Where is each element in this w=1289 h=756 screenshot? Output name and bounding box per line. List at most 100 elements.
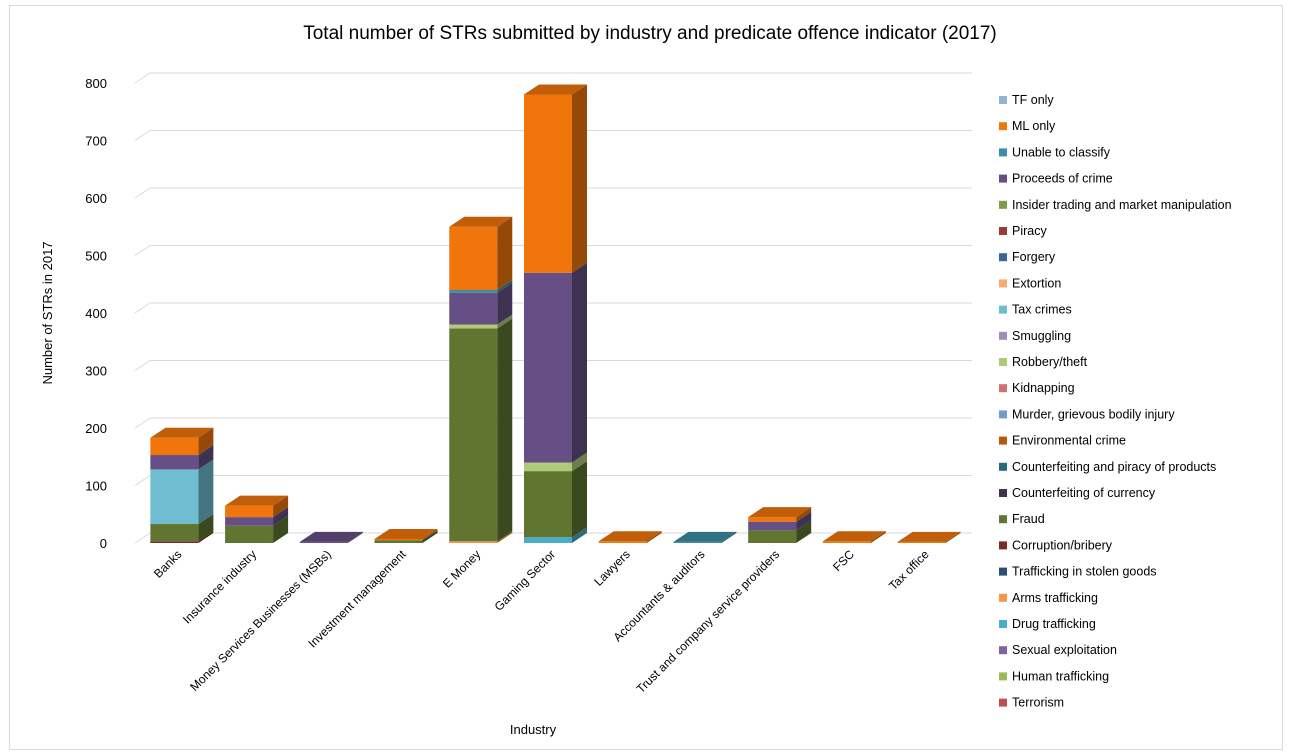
bar-segment-side bbox=[497, 314, 513, 329]
bar-segment bbox=[150, 437, 199, 456]
bar-stack bbox=[524, 84, 587, 543]
y-tick-label: 300 bbox=[85, 364, 107, 379]
gridline-depth bbox=[134, 475, 151, 486]
legend-item: Unable to classify bbox=[999, 145, 1111, 159]
gridline-depth bbox=[134, 130, 151, 141]
legend-label: Counterfeiting of currency bbox=[1012, 486, 1156, 500]
legend-label: Sexual exploitation bbox=[1012, 643, 1117, 657]
y-tick-label: 800 bbox=[85, 76, 107, 91]
bar-segment-side bbox=[273, 507, 289, 526]
x-category-label: Tax office bbox=[886, 547, 932, 593]
x-category-label: Insurance industry bbox=[180, 547, 259, 626]
x-category-label: Gaming Sector bbox=[492, 547, 559, 614]
legend-item: Kidnapping bbox=[999, 381, 1075, 395]
bar-segment bbox=[524, 462, 572, 472]
bar-segment-side bbox=[572, 527, 587, 543]
bar-segment-side bbox=[870, 531, 886, 543]
bar-segment bbox=[748, 521, 797, 531]
legend-label: Environmental crime bbox=[1012, 434, 1126, 448]
gridline-depth bbox=[134, 360, 151, 371]
legend-item: Robbery/theft bbox=[999, 355, 1088, 369]
bar-top bbox=[897, 531, 961, 542]
legend-swatch bbox=[999, 567, 1007, 576]
legend-item: Murder, grievous bodily injury bbox=[999, 407, 1175, 421]
bar-segment-side bbox=[572, 452, 587, 472]
legend-item: Counterfeiting and piracy of products bbox=[999, 460, 1216, 474]
bar-segment-side bbox=[273, 495, 289, 518]
bar-segment-side bbox=[422, 528, 438, 541]
bar-top bbox=[374, 528, 438, 539]
bar-stack bbox=[225, 495, 289, 543]
legend-label: Human trafficking bbox=[1012, 669, 1109, 683]
bar-stack bbox=[150, 427, 214, 543]
bar-segment-side bbox=[796, 520, 812, 543]
bar-segment bbox=[897, 541, 946, 543]
bar-segment-side bbox=[198, 531, 214, 543]
bar-segment-side bbox=[945, 531, 961, 543]
legend-item: ML only bbox=[999, 119, 1056, 133]
chart-svg: Total number of STRs submitted by indust… bbox=[40, 23, 1232, 737]
legend-item: Corruption/bribery bbox=[999, 538, 1113, 552]
bar-segment-side bbox=[198, 459, 214, 525]
legend-swatch bbox=[999, 227, 1007, 235]
bar-stack bbox=[822, 531, 886, 543]
bar-segment bbox=[449, 290, 498, 293]
bar-stack bbox=[374, 528, 438, 543]
legend-item: Environmental crime bbox=[999, 434, 1126, 448]
y-axis-title: Number of STRs in 2017 bbox=[40, 241, 55, 384]
legend-label: Proceeds of crime bbox=[1012, 172, 1113, 186]
bar-segment-side bbox=[572, 262, 587, 463]
legend-label: Arms trafficking bbox=[1012, 591, 1098, 605]
y-tick-label: 0 bbox=[100, 536, 107, 551]
gridline-depth bbox=[134, 72, 151, 84]
bar-top bbox=[598, 531, 662, 542]
legend-label: Forgery bbox=[1012, 250, 1056, 264]
legend-label: Tax crimes bbox=[1012, 303, 1072, 317]
x-category-label: Trust and company service providers bbox=[634, 547, 783, 696]
legend-item: Human trafficking bbox=[999, 669, 1109, 683]
gridline-depth bbox=[134, 245, 151, 256]
legend-swatch bbox=[999, 672, 1007, 681]
bar-segment-side bbox=[422, 530, 438, 543]
bar-stack bbox=[598, 531, 662, 543]
legend-swatch bbox=[999, 384, 1007, 393]
legend-swatch bbox=[999, 122, 1007, 131]
bar-segment bbox=[673, 541, 722, 543]
legend-item: Drug trafficking bbox=[999, 617, 1096, 631]
bar-segment-side bbox=[721, 531, 737, 543]
bar-segment bbox=[150, 455, 199, 470]
bar-stack bbox=[897, 531, 961, 543]
gridline-depth bbox=[134, 187, 151, 199]
bar-segment-side bbox=[796, 507, 812, 522]
bar-segment-side bbox=[497, 282, 513, 325]
y-tick-label: 200 bbox=[85, 421, 107, 436]
legend-swatch bbox=[999, 620, 1007, 628]
x-category-label: Money Services Businesses (MSBs) bbox=[187, 547, 334, 694]
bars bbox=[150, 84, 961, 543]
bar-segment-side bbox=[572, 461, 587, 538]
legend-label: Smuggling bbox=[1012, 329, 1071, 343]
bar-segment bbox=[150, 469, 199, 525]
bar-segment-side bbox=[198, 445, 214, 470]
bar-segment-side bbox=[497, 280, 513, 293]
legend-swatch bbox=[999, 174, 1007, 183]
bar-stack bbox=[673, 531, 737, 543]
legend-item: Arms trafficking bbox=[999, 591, 1098, 605]
legend-swatch bbox=[999, 541, 1007, 550]
legend: TF only ML only Unable to classify Proceeds… bbox=[999, 93, 1232, 710]
bar-segment-side bbox=[347, 531, 363, 543]
bar-segment-side bbox=[497, 318, 513, 542]
bar-top bbox=[150, 427, 214, 438]
legend-swatch bbox=[999, 489, 1007, 497]
legend-item: Piracy bbox=[999, 224, 1047, 238]
legend-item: Fraud bbox=[999, 512, 1045, 526]
bar-segment bbox=[150, 541, 199, 543]
bar-segment-side bbox=[572, 84, 587, 273]
legend-label: TF only bbox=[1012, 93, 1054, 107]
bar-segment bbox=[299, 541, 348, 543]
bar-segment bbox=[748, 530, 797, 543]
bar-segment bbox=[524, 471, 572, 538]
legend-item: Tax crimes bbox=[999, 303, 1072, 317]
bar-stack bbox=[748, 507, 812, 543]
x-category-label: Banks bbox=[151, 547, 184, 580]
